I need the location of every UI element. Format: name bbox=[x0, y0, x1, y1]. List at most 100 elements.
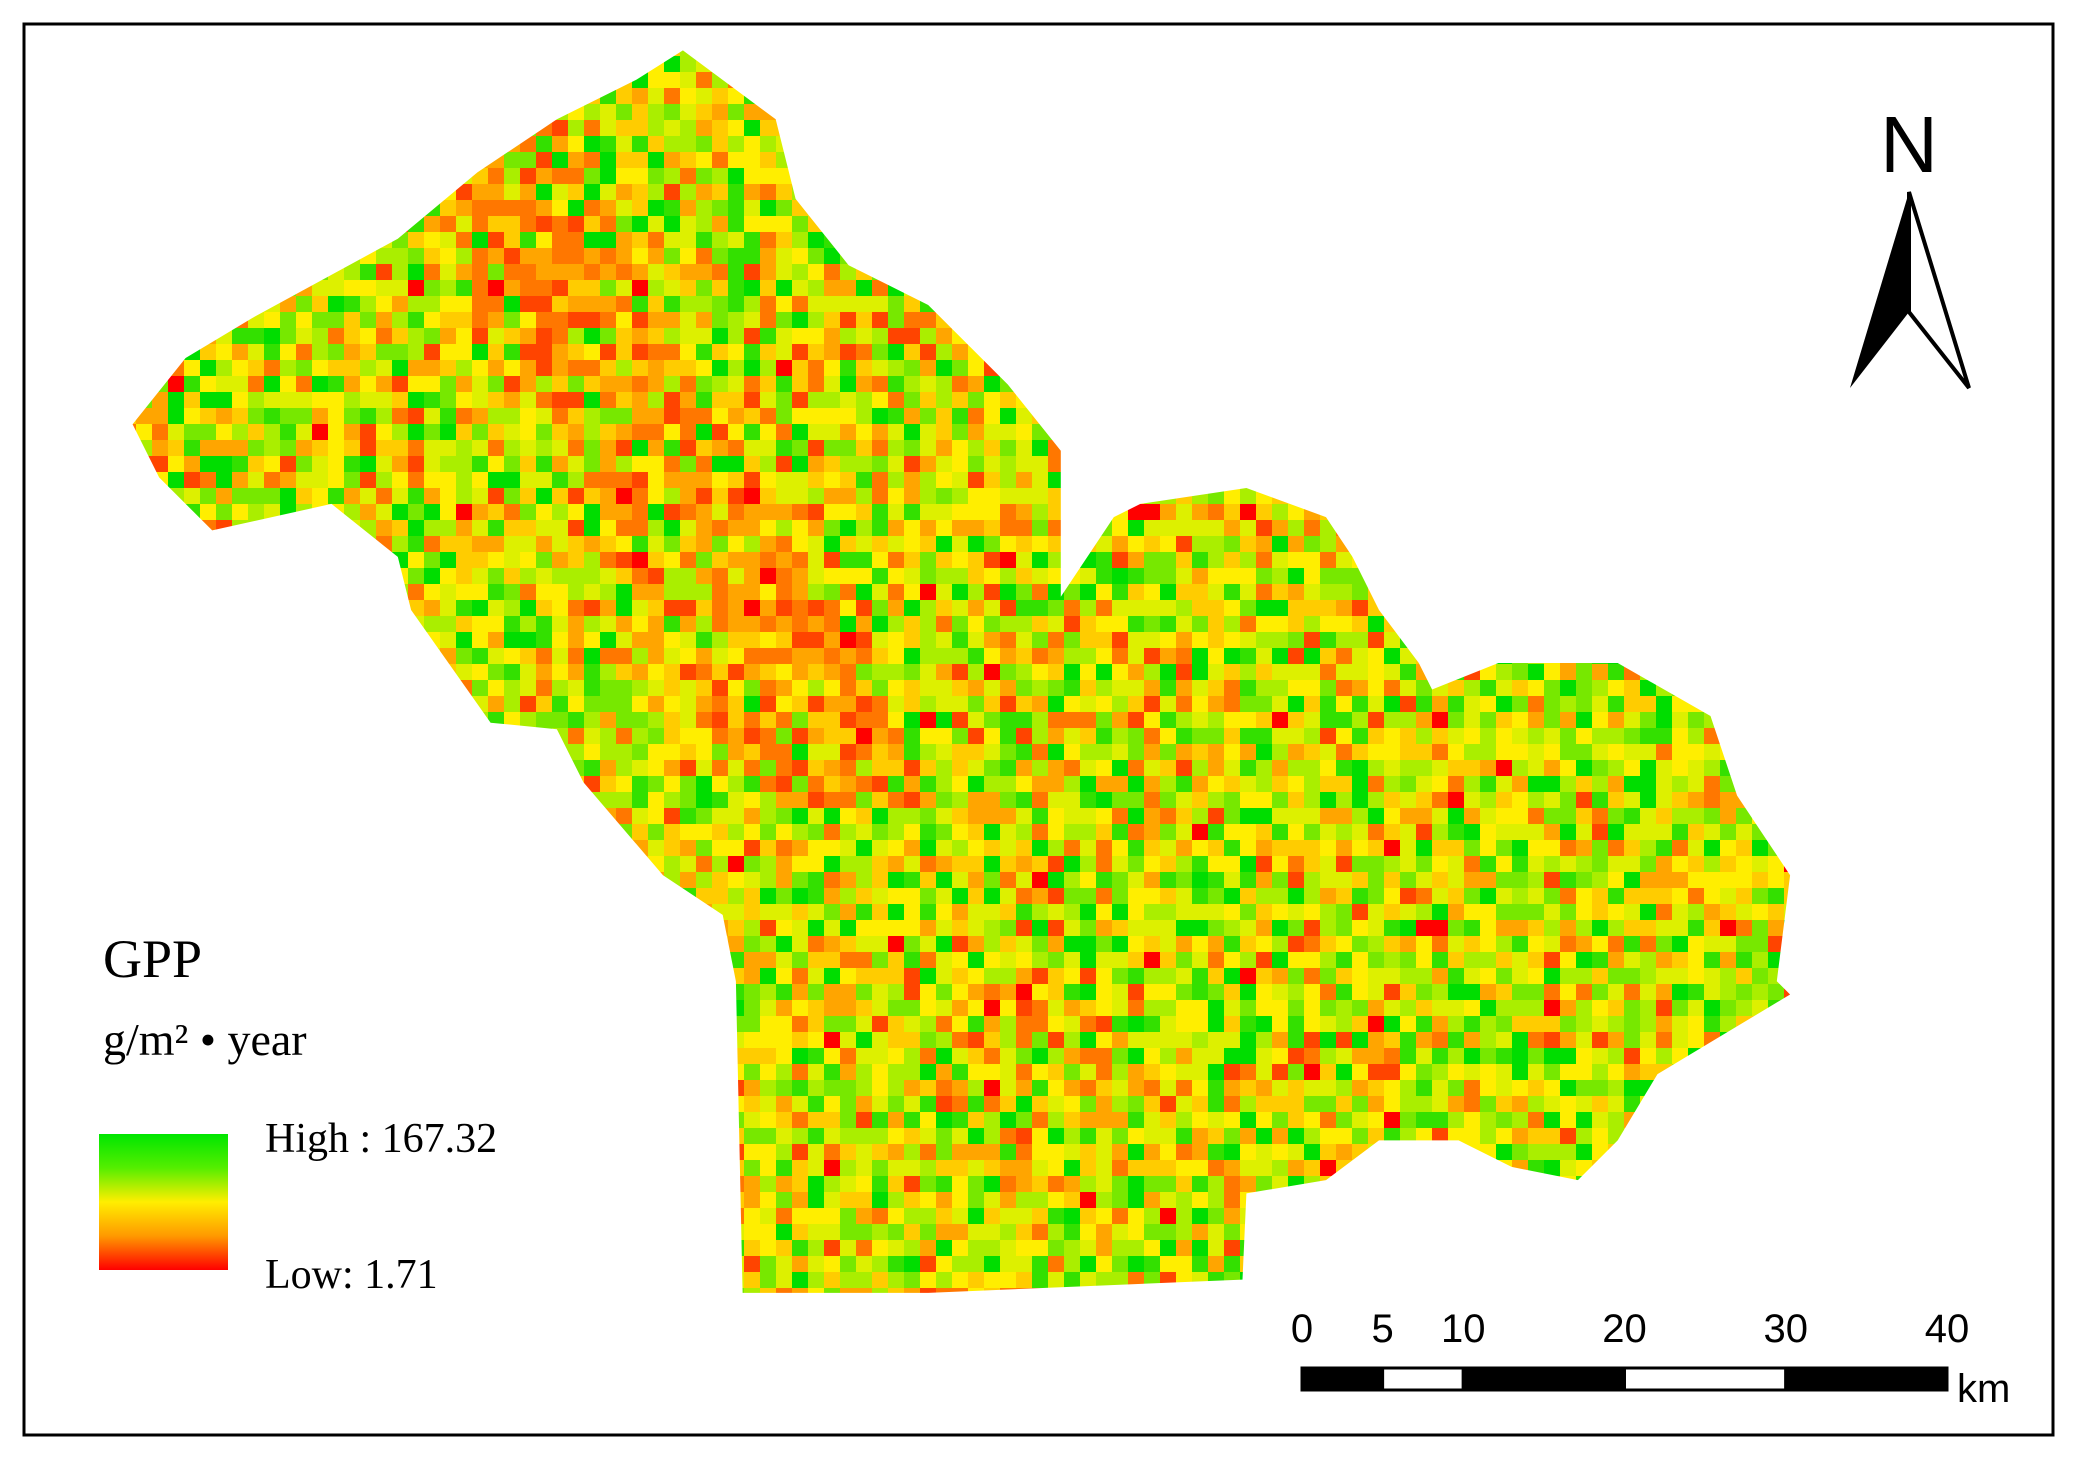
raster-cell bbox=[888, 632, 904, 648]
raster-cell bbox=[1256, 776, 1272, 792]
raster-cell bbox=[152, 424, 168, 440]
raster-cell bbox=[360, 488, 376, 504]
raster-cell bbox=[520, 664, 536, 680]
raster-cell bbox=[568, 312, 584, 328]
raster-cell bbox=[792, 584, 808, 600]
raster-cell bbox=[648, 680, 664, 696]
raster-cell bbox=[152, 408, 168, 424]
raster-cell bbox=[888, 616, 904, 632]
raster-cell bbox=[584, 536, 600, 552]
raster-cell bbox=[872, 392, 888, 408]
raster-cell bbox=[792, 664, 808, 680]
raster-cell bbox=[616, 280, 632, 296]
raster-cell bbox=[936, 472, 952, 488]
raster-cell bbox=[280, 312, 296, 328]
raster-cell bbox=[808, 296, 824, 312]
raster-cell bbox=[1128, 776, 1144, 792]
raster-cell bbox=[1272, 776, 1288, 792]
raster-cell bbox=[696, 408, 712, 424]
raster-cell bbox=[392, 456, 408, 472]
raster-cell bbox=[632, 264, 648, 280]
raster-cell bbox=[1080, 776, 1096, 792]
raster-cell bbox=[648, 792, 664, 808]
raster-cell bbox=[632, 616, 648, 632]
raster-cell bbox=[952, 760, 968, 776]
raster-cell bbox=[1128, 744, 1144, 760]
raster-cell bbox=[1160, 552, 1176, 568]
raster-cell bbox=[504, 696, 520, 712]
raster-cell bbox=[856, 536, 872, 552]
raster-cell bbox=[600, 552, 616, 568]
raster-cell bbox=[984, 776, 1000, 792]
raster-cell bbox=[1064, 680, 1080, 696]
raster-cell bbox=[952, 536, 968, 552]
raster-cell bbox=[600, 536, 616, 552]
raster-cell bbox=[456, 552, 472, 568]
raster-cell bbox=[680, 312, 696, 328]
raster-cell bbox=[920, 424, 936, 440]
raster-cell bbox=[664, 680, 680, 696]
raster-cell bbox=[168, 456, 184, 472]
raster-cell bbox=[1368, 696, 1384, 712]
raster-cell bbox=[408, 296, 424, 312]
raster-cell bbox=[1112, 584, 1128, 600]
raster-cell bbox=[392, 536, 408, 552]
raster-cell bbox=[1304, 600, 1320, 616]
raster-cell bbox=[232, 376, 248, 392]
raster-cell bbox=[488, 632, 504, 648]
raster-cell bbox=[632, 600, 648, 616]
raster-cell bbox=[664, 152, 680, 168]
raster-cell bbox=[392, 280, 408, 296]
raster-cell bbox=[1640, 728, 1656, 744]
raster-cell bbox=[984, 584, 1000, 600]
raster-cell bbox=[1224, 616, 1240, 632]
raster-cell bbox=[648, 184, 664, 200]
raster-cell bbox=[1048, 776, 1064, 792]
raster-cell bbox=[888, 488, 904, 504]
raster-cell bbox=[424, 472, 440, 488]
raster-cell bbox=[840, 776, 856, 792]
raster-cell bbox=[1224, 520, 1240, 536]
raster-cell bbox=[792, 792, 808, 808]
raster-cell bbox=[504, 184, 520, 200]
raster-cell bbox=[984, 728, 1000, 744]
raster-cell bbox=[184, 456, 200, 472]
raster-cell bbox=[760, 584, 776, 600]
raster-cell bbox=[744, 376, 760, 392]
raster-cell bbox=[488, 472, 504, 488]
raster-cell bbox=[280, 408, 296, 424]
raster-cell bbox=[536, 680, 552, 696]
raster-cell bbox=[904, 696, 920, 712]
raster-cell bbox=[888, 584, 904, 600]
raster-cell bbox=[424, 344, 440, 360]
raster-cell bbox=[808, 712, 824, 728]
raster-cell bbox=[664, 280, 680, 296]
raster-cell bbox=[1192, 568, 1208, 584]
raster-cell bbox=[456, 504, 472, 520]
raster-cell bbox=[584, 744, 600, 760]
raster-cell bbox=[680, 72, 696, 88]
raster-cell bbox=[632, 664, 648, 680]
raster-cell bbox=[584, 312, 600, 328]
raster-cell bbox=[440, 376, 456, 392]
raster-cell bbox=[888, 680, 904, 696]
raster-cell bbox=[1048, 472, 1064, 488]
raster-cell bbox=[1224, 776, 1240, 792]
raster-cell bbox=[440, 248, 456, 264]
raster-cell bbox=[1304, 568, 1320, 584]
raster-cell bbox=[232, 392, 248, 408]
raster-cell bbox=[824, 504, 840, 520]
raster-cell bbox=[872, 648, 888, 664]
raster-cell bbox=[1128, 712, 1144, 728]
raster-cell bbox=[744, 328, 760, 344]
raster-cell bbox=[936, 456, 952, 472]
raster-cell bbox=[616, 232, 632, 248]
raster-cell bbox=[216, 504, 232, 520]
raster-cell bbox=[792, 728, 808, 744]
raster-cell bbox=[360, 280, 376, 296]
raster-cell bbox=[1144, 744, 1160, 760]
raster-cell bbox=[456, 488, 472, 504]
raster-cell bbox=[1320, 696, 1336, 712]
raster-cell bbox=[728, 280, 744, 296]
raster-cell bbox=[392, 472, 408, 488]
